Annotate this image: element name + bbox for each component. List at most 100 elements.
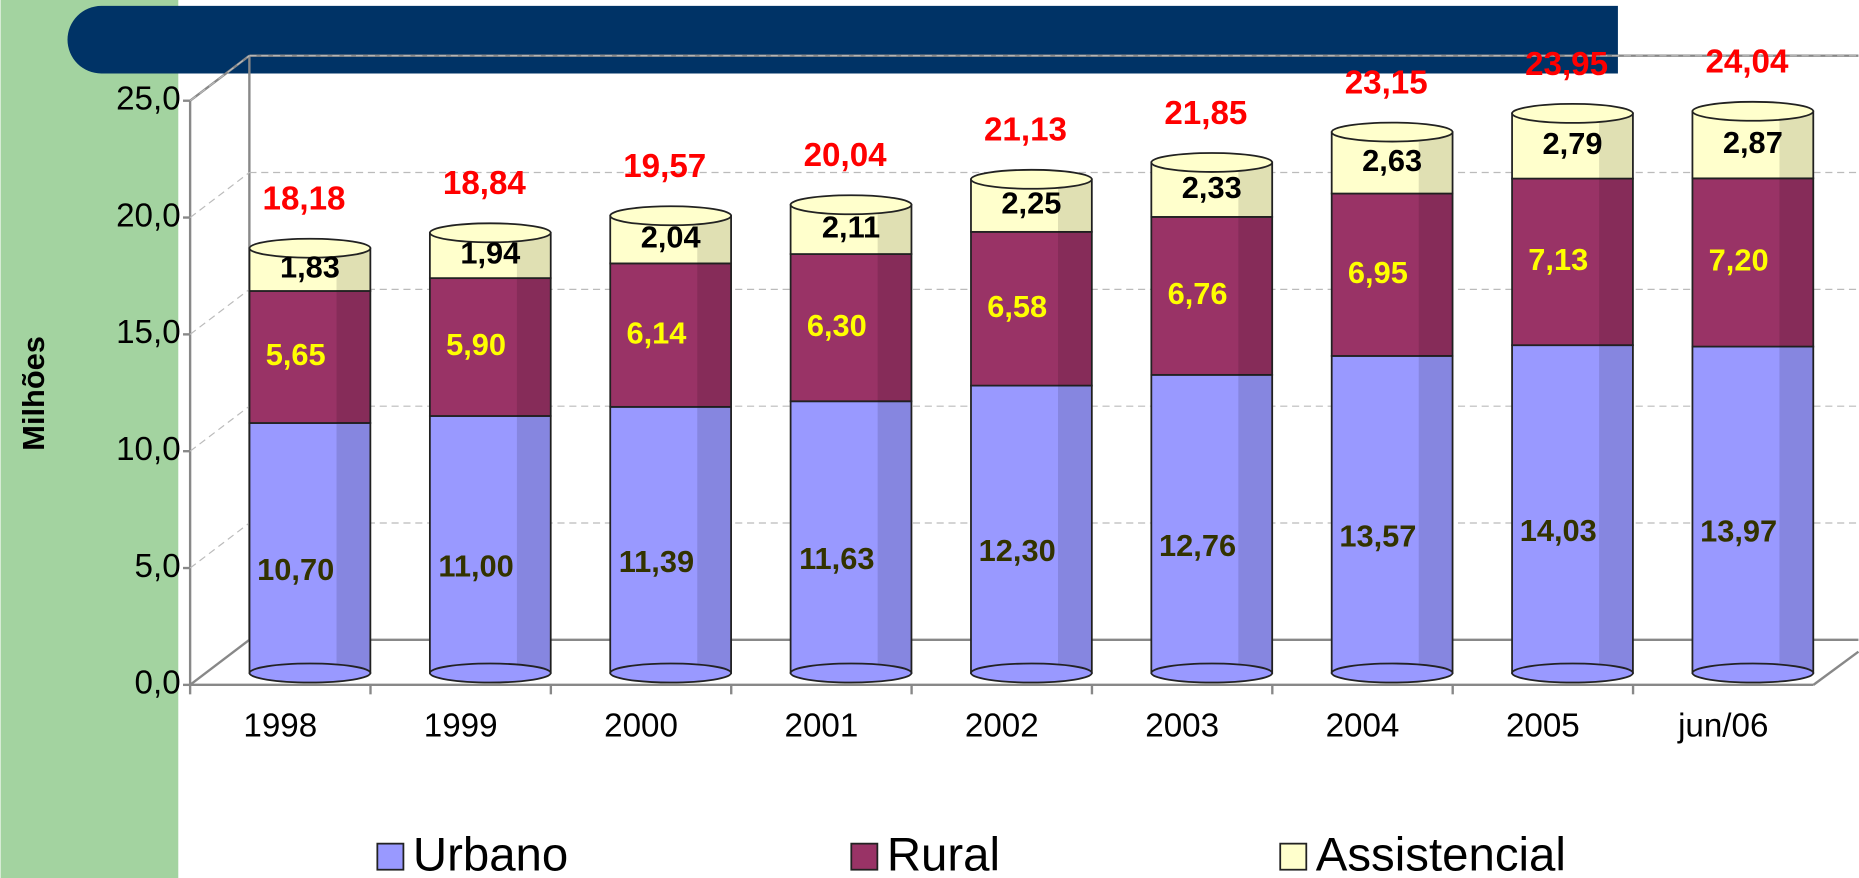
value-label: 7,13: [1528, 242, 1588, 277]
bar-cap: [248, 237, 372, 259]
bar-segment: [789, 400, 913, 674]
value-label: 10,70: [257, 552, 334, 587]
value-label: 5,90: [446, 327, 506, 362]
bar-shade: [1779, 346, 1814, 674]
value-label: 6,30: [807, 308, 867, 343]
total-label: 21,85: [1164, 95, 1247, 132]
bar-bottom: [1330, 662, 1454, 684]
bar-shade: [1418, 355, 1453, 674]
legend-swatch: [850, 842, 879, 871]
bar-shade: [1238, 162, 1273, 217]
bar-cap: [609, 205, 732, 227]
bar-shade: [1238, 374, 1273, 674]
bar-bottom: [1511, 662, 1634, 684]
bar-shade: [1057, 385, 1092, 674]
y-tick-label: 5,0: [135, 548, 181, 585]
total-label: 19,57: [623, 148, 706, 185]
bar-shade: [1779, 178, 1814, 347]
bar-shade: [336, 290, 371, 423]
x-tick-label: 2003: [1145, 707, 1219, 744]
bar-segment: [1511, 112, 1634, 180]
grid-diagonal: [189, 288, 250, 335]
bar-bottom: [1150, 662, 1274, 684]
y-tick-label: 15,0: [116, 314, 181, 351]
value-label: 2,87: [1723, 125, 1783, 160]
bar-segment: [970, 384, 1093, 674]
total-label: 24,04: [1705, 44, 1789, 81]
bar-segment: [1150, 216, 1274, 376]
x-tick-label: 2000: [604, 707, 678, 744]
grid-diagonal: [189, 172, 250, 219]
value-label: 12,76: [1159, 528, 1236, 563]
value-label: 5,65: [266, 337, 326, 372]
bar-segment: [609, 262, 732, 408]
bar-segment: [1691, 177, 1815, 348]
bar-cap: [428, 222, 552, 244]
value-label: 2,33: [1182, 170, 1242, 205]
value-label: 13,97: [1700, 514, 1777, 549]
bar-shade: [516, 278, 551, 416]
value-label: 6,76: [1168, 276, 1228, 311]
y-tick-label: 10,0: [116, 431, 181, 468]
total-label: 21,13: [984, 112, 1067, 149]
y-axis-label: Milhões: [16, 336, 51, 451]
bar-bottom: [1691, 662, 1815, 684]
value-label: 11,00: [438, 548, 513, 583]
bar-cap: [789, 194, 913, 216]
grid-diagonal: [189, 522, 250, 569]
banner: [67, 5, 1618, 74]
y-tick-label: 20,0: [116, 197, 181, 234]
bar-shade: [697, 406, 732, 674]
value-label: 6,58: [987, 289, 1047, 324]
value-label: 11,63: [799, 541, 874, 576]
value-label: 13,57: [1339, 518, 1416, 553]
bar-segment: [1330, 192, 1454, 357]
bar-bottom: [248, 662, 372, 684]
bar-bottom: [789, 662, 913, 684]
legend-label: Assistencial: [1316, 828, 1566, 878]
total-label: 18,18: [263, 181, 346, 218]
value-label: 11,39: [619, 544, 694, 579]
x-tick-label: 2002: [965, 707, 1039, 744]
value-label: 2,79: [1543, 126, 1603, 161]
bar-shade: [1599, 178, 1633, 346]
grid-diagonal: [189, 405, 250, 452]
grid-diagonal: [189, 55, 250, 102]
bar-shade: [697, 263, 732, 407]
bar-shade: [1418, 193, 1453, 356]
x-tick-label: 1998: [243, 707, 317, 744]
y-tick-label: 25,0: [116, 80, 181, 117]
x-tick-label: 2005: [1506, 707, 1580, 744]
side-strip: [0, 0, 179, 878]
bar-bottom: [970, 662, 1093, 684]
bar-segment: [609, 405, 732, 674]
bar-shade: [877, 401, 912, 674]
value-label: 1,83: [280, 250, 340, 285]
value-label: 7,20: [1709, 243, 1769, 278]
y-tick-label: 0,0: [135, 665, 181, 702]
bar-segment: [1330, 355, 1454, 674]
legend-swatch: [1279, 842, 1308, 871]
total-label: 23,15: [1345, 64, 1428, 101]
legend-swatch: [376, 842, 405, 871]
bar-shade: [1238, 216, 1273, 375]
bar-bottom: [428, 662, 552, 684]
x-tick-label: jun/06: [1677, 707, 1768, 744]
bar-segment: [1150, 373, 1274, 674]
floor-side-edge: [189, 638, 251, 686]
bar-shade: [516, 415, 551, 674]
floor-right-edge: [1812, 650, 1859, 686]
x-tick-label: 2001: [785, 707, 859, 744]
x-tick-label: 2004: [1326, 707, 1400, 744]
legend-label: Urbano: [413, 828, 568, 878]
total-label: 20,04: [804, 137, 888, 174]
value-label: 6,14: [626, 315, 686, 350]
bar-cap: [970, 168, 1093, 190]
bar-cap: [1691, 100, 1815, 122]
bar-segment: [1691, 110, 1815, 180]
bar-bottom: [609, 662, 732, 684]
value-label: 2,04: [641, 220, 701, 255]
bar-segment: [428, 277, 552, 417]
bar-shade: [1599, 113, 1633, 179]
